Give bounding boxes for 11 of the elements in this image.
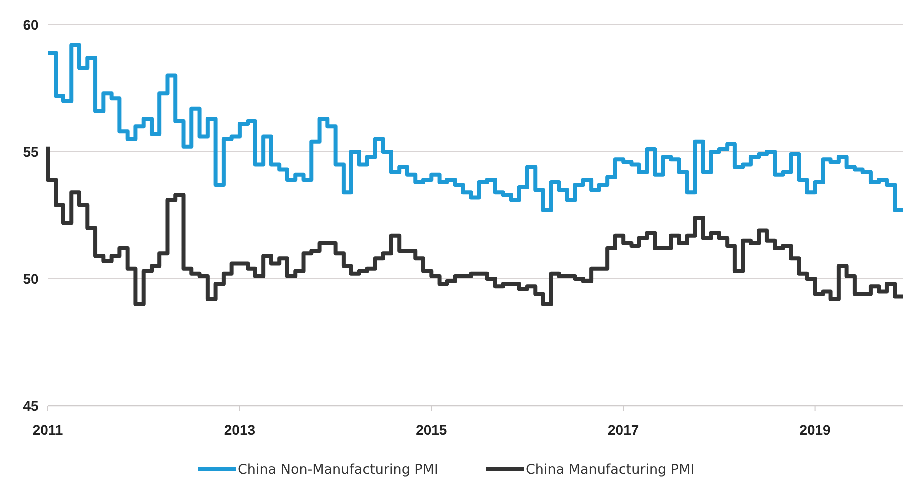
y-tick-label: 50 [23,271,39,287]
legend-label: China Manufacturing PMI [526,462,695,478]
y-tick-label: 55 [23,144,39,160]
x-tick-label: 2013 [224,422,256,438]
x-tick-label: 2015 [416,422,448,438]
y-tick-label: 45 [23,398,39,414]
x-tick-label: 2011 [32,422,64,438]
x-tick-label: 2017 [608,422,640,438]
x-tick-label: 2019 [800,422,832,438]
y-tick-label: 60 [23,17,39,33]
legend-label: China Non-Manufacturing PMI [238,462,438,478]
